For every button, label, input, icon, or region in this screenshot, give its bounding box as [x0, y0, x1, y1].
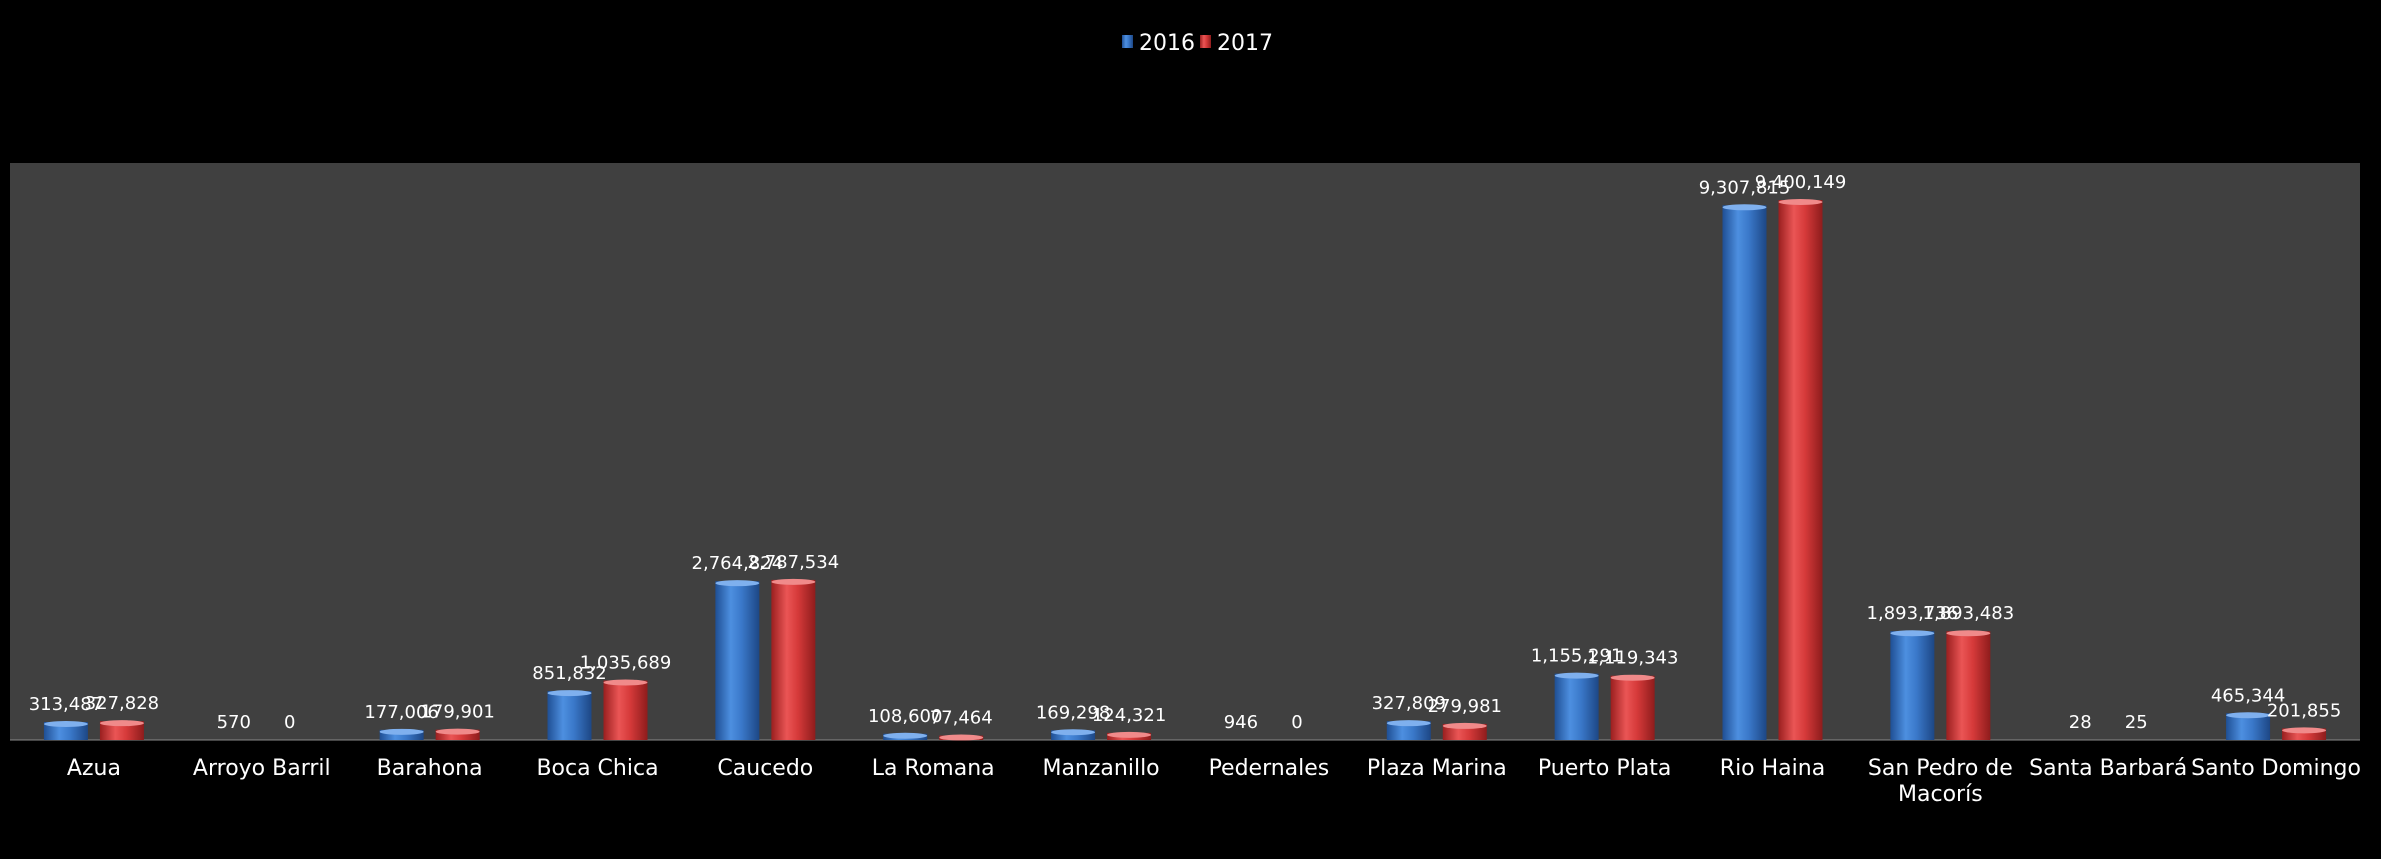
category-labels-group: Azua Arroyo Barril Barahona Boca Chica Cauce… [67, 756, 2361, 807]
legend: 2016 2017 [1122, 31, 1273, 56]
bar-cap-2016-9 [1554, 672, 1599, 679]
bar-cap-2017-8 [1442, 722, 1487, 729]
bar-2016-3 [547, 691, 592, 740]
value-label-2016-11: 1,893,736 [1867, 603, 1959, 624]
value-label-2017-10: 9,400,149 [1755, 172, 1847, 193]
legend-label-2017: 2017 [1217, 31, 1273, 56]
value-label-2017-6: 124,321 [1092, 705, 1166, 726]
category-label-3-0: Boca Chica [536, 756, 658, 781]
category-label-1-0: Arroyo Barril [193, 756, 331, 781]
bar-2017-0 [99, 721, 144, 740]
bar-cap-2016-2 [379, 728, 424, 735]
value-label-2017-13: 201,855 [2267, 700, 2341, 721]
bar-2016-8 [1386, 721, 1431, 740]
bar-cap-2016-4 [715, 580, 760, 587]
value-label-2016-8: 327,809 [1372, 693, 1446, 714]
value-label-2016-6: 169,298 [1036, 702, 1110, 723]
value-label-2017-8: 279,981 [1428, 696, 1502, 717]
value-label-2016-5: 108,600 [868, 706, 942, 727]
legend-swatch-2017 [1200, 35, 1211, 48]
category-label-13-0: Santo Domingo [2191, 756, 2361, 781]
bar-cap-2017-5 [939, 734, 984, 741]
value-label-2017-0: 327,828 [85, 693, 159, 714]
category-label-4-0: Caucedo [717, 756, 813, 781]
value-label-2016-7: 946 [1224, 712, 1258, 733]
bar-2016-10 [1722, 205, 1767, 741]
bar-cap-2016-10 [1722, 204, 1767, 211]
bar-2017-11 [1946, 631, 1991, 740]
category-label-10-0: Rio Haina [1720, 756, 1825, 781]
bar-cap-2017-3 [603, 679, 648, 686]
value-label-2016-4: 2,764,824 [692, 553, 784, 574]
legend-item-2017: 2017 [1200, 31, 1273, 56]
bar-2016-9 [1554, 673, 1599, 740]
bar-cap-2017-6 [1107, 731, 1152, 738]
value-label-2017-3: 1,035,689 [580, 653, 672, 674]
category-label-7-0: Pedernales [1209, 756, 1330, 781]
bar-cap-2016-8 [1386, 720, 1431, 727]
category-label-2-0: Barahona [377, 756, 483, 781]
bar-cap-2016-3 [547, 690, 592, 697]
value-label-2016-1: 570 [217, 712, 251, 733]
category-label-5-0: La Romana [872, 756, 995, 781]
bar-2016-11 [1890, 631, 1935, 740]
value-label-2017-7: 0 [1291, 712, 1302, 733]
legend-label-2016: 2016 [1139, 31, 1195, 56]
bar-2017-13 [2282, 728, 2327, 740]
value-label-2017-1: 0 [284, 712, 295, 733]
value-label-2016-13: 465,344 [2211, 685, 2285, 706]
value-label-2016-2: 177,006 [364, 702, 438, 723]
legend-swatch-2016 [1122, 35, 1133, 48]
bar-cap-2016-11 [1890, 630, 1935, 637]
value-label-2016-9: 1,155,291 [1531, 646, 1623, 667]
legend-item-2016: 2016 [1122, 31, 1195, 56]
value-label-2016-10: 9,307,815 [1699, 177, 1791, 198]
value-label-2017-11: 1,893,483 [1923, 603, 2015, 624]
bar-cap-2016-13 [2226, 712, 2271, 719]
bar-cap-2017-13 [2282, 727, 2327, 734]
bar-2017-10 [1778, 200, 1823, 740]
bar-2017-2 [435, 729, 480, 740]
bar-2017-3 [603, 680, 648, 740]
bar-cap-2017-10 [1778, 199, 1823, 205]
value-label-2017-12: 25 [2125, 712, 2148, 733]
category-label-9-0: Puerto Plata [1538, 756, 1671, 781]
category-label-6-0: Manzanillo [1042, 756, 1159, 781]
bar-cap-2016-0 [43, 720, 88, 727]
bar-2016-4 [715, 581, 760, 740]
bar-cap-2017-2 [435, 728, 480, 735]
category-label-11-1: Macorís [1898, 782, 1983, 807]
value-label-2016-0: 313,487 [29, 694, 103, 715]
bar-cap-2016-5 [883, 732, 928, 739]
bars-group [43, 199, 2327, 741]
bar-cap-2017-4 [771, 578, 816, 585]
bar-cap-2017-9 [1610, 674, 1655, 681]
category-label-0-0: Azua [67, 756, 121, 781]
category-label-8-0: Plaza Marina [1367, 756, 1507, 781]
value-label-2017-5: 77,464 [930, 708, 993, 729]
category-label-11-0: San Pedro de [1868, 756, 2013, 781]
bar-cap-2017-11 [1946, 630, 1991, 637]
bar-2017-4 [771, 579, 816, 740]
value-label-2017-4: 2,787,534 [748, 552, 840, 573]
bar-2016-2 [379, 729, 424, 740]
value-label-2016-12: 28 [2069, 712, 2092, 733]
value-label-2016-3: 851,832 [532, 663, 606, 684]
bar-2017-9 [1610, 675, 1655, 740]
bar-cap-2017-0 [99, 720, 144, 727]
category-label-12-0: Santa Barbará [2029, 756, 2187, 781]
value-label-2017-2: 179,901 [420, 702, 494, 723]
plot-area [10, 163, 2360, 740]
bar-cap-2016-6 [1051, 729, 1096, 736]
value-label-2017-9: 1,119,343 [1587, 648, 1679, 669]
